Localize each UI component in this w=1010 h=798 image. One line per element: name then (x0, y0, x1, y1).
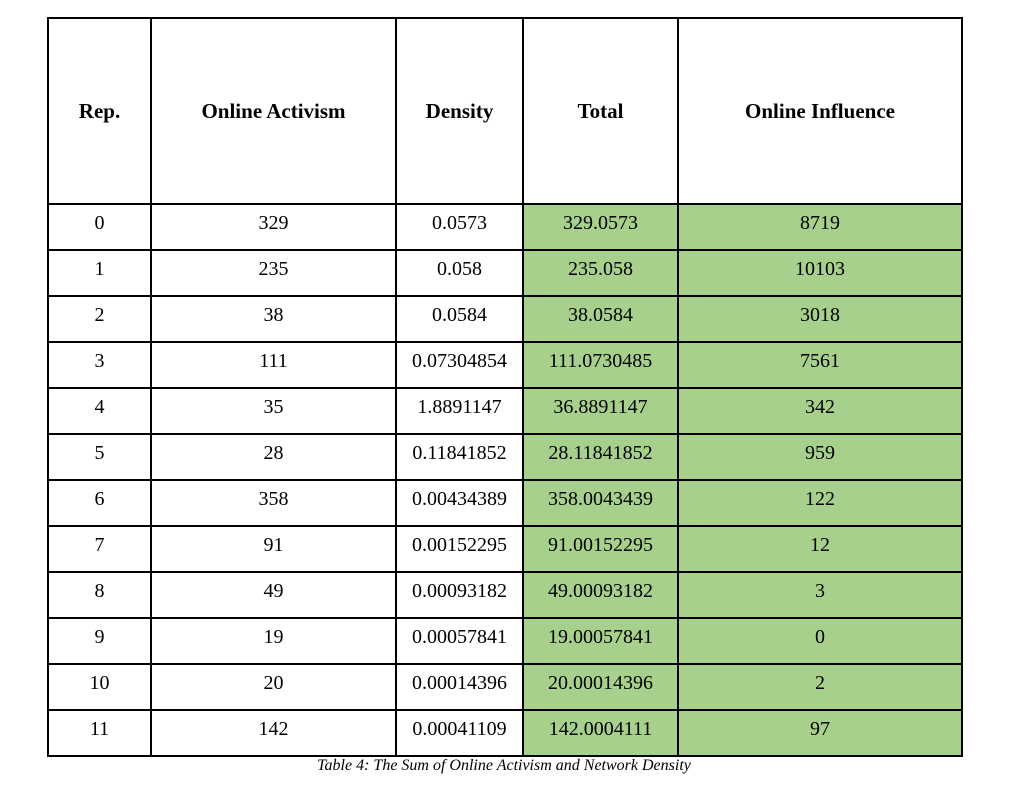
table-cell-density: 0.00014396 (395, 663, 524, 711)
table-cell-online-activism: 142 (150, 709, 397, 757)
column-header-online-activism: Online Activism (150, 17, 397, 205)
table-cell-online-activism: 28 (150, 433, 397, 481)
table-cell-online-influence: 12 (677, 525, 963, 573)
table-cell-rep: 0 (47, 203, 152, 251)
table-cell-online-influence: 8719 (677, 203, 963, 251)
table-row: 2 38 0.0584 38.0584 3018 (47, 295, 963, 343)
table-cell-online-activism: 38 (150, 295, 397, 343)
table-cell-density: 0.00041109 (395, 709, 524, 757)
table-cell-rep: 2 (47, 295, 152, 343)
table-cell-total: 19.00057841 (522, 617, 679, 665)
table-cell-online-activism: 35 (150, 387, 397, 435)
table-cell-total: 358.0043439 (522, 479, 679, 527)
table-cell-rep: 3 (47, 341, 152, 389)
table-row: 3 111 0.07304854 111.0730485 7561 (47, 341, 963, 389)
table-cell-density: 0.11841852 (395, 433, 524, 481)
table-cell-total: 142.0004111 (522, 709, 679, 757)
table-header: Rep. Online Activism Density Total Online In… (47, 17, 963, 205)
table-cell-rep: 4 (47, 387, 152, 435)
table-cell-total: 38.0584 (522, 295, 679, 343)
table-cell-density: 0.0584 (395, 295, 524, 343)
table-cell-online-influence: 10103 (677, 249, 963, 297)
table-row: 10 20 0.00014396 20.00014396 2 (47, 663, 963, 711)
table-cell-density: 0.058 (395, 249, 524, 297)
table-cell-density: 0.07304854 (395, 341, 524, 389)
table-header-row: Rep. Online Activism Density Total Online In… (47, 17, 963, 205)
table-cell-online-activism: 235 (150, 249, 397, 297)
column-header-rep: Rep. (47, 17, 152, 205)
table-cell-online-activism: 20 (150, 663, 397, 711)
table-cell-total: 20.00014396 (522, 663, 679, 711)
table-cell-rep: 11 (47, 709, 152, 757)
table-cell-online-activism: 358 (150, 479, 397, 527)
table-cell-density: 1.8891147 (395, 387, 524, 435)
table-row: 9 19 0.00057841 19.00057841 0 (47, 617, 963, 665)
column-header-density: Density (395, 17, 524, 205)
table-cell-total: 329.0573 (522, 203, 679, 251)
table-cell-density: 0.0573 (395, 203, 524, 251)
table-cell-online-activism: 329 (150, 203, 397, 251)
table-cell-online-activism: 111 (150, 341, 397, 389)
table-cell-online-influence: 7561 (677, 341, 963, 389)
table-row: 6 358 0.00434389 358.0043439 122 (47, 479, 963, 527)
table-cell-online-influence: 342 (677, 387, 963, 435)
table-cell-online-influence: 959 (677, 433, 963, 481)
table-cell-total: 28.11841852 (522, 433, 679, 481)
table-cell-online-activism: 49 (150, 571, 397, 619)
column-header-total: Total (522, 17, 679, 205)
table-cell-rep: 10 (47, 663, 152, 711)
table-cell-online-influence: 97 (677, 709, 963, 757)
table-cell-online-activism: 91 (150, 525, 397, 573)
table-row: 5 28 0.11841852 28.11841852 959 (47, 433, 963, 481)
table-cell-online-influence: 3018 (677, 295, 963, 343)
table-cell-rep: 6 (47, 479, 152, 527)
table-row: 4 35 1.8891147 36.8891147 342 (47, 387, 963, 435)
table-row: 1 235 0.058 235.058 10103 (47, 249, 963, 297)
table-cell-rep: 8 (47, 571, 152, 619)
table-cell-density: 0.00093182 (395, 571, 524, 619)
table-cell-online-influence: 122 (677, 479, 963, 527)
table-cell-density: 0.00152295 (395, 525, 524, 573)
table-cell-total: 36.8891147 (522, 387, 679, 435)
table-cell-rep: 5 (47, 433, 152, 481)
table-row: 11 142 0.00041109 142.0004111 97 (47, 709, 963, 757)
table-cell-online-influence: 3 (677, 571, 963, 619)
column-header-online-influence: Online Influence (677, 17, 963, 205)
table-cell-online-activism: 19 (150, 617, 397, 665)
table-cell-total: 111.0730485 (522, 341, 679, 389)
table-cell-density: 0.00057841 (395, 617, 524, 665)
table-row: 7 91 0.00152295 91.00152295 12 (47, 525, 963, 573)
table-row: 8 49 0.00093182 49.00093182 3 (47, 571, 963, 619)
table-row: 0 329 0.0573 329.0573 8719 (47, 203, 963, 251)
table-body: 0 329 0.0573 329.0573 8719 1 235 0.058 235.058 10… (47, 203, 963, 757)
table-cell-total: 91.00152295 (522, 525, 679, 573)
table-cell-online-influence: 0 (677, 617, 963, 665)
table-cell-total: 49.00093182 (522, 571, 679, 619)
table-caption: Table 4: The Sum of Online Activism and … (317, 757, 691, 774)
table-cell-rep: 7 (47, 525, 152, 573)
data-table: Rep. Online Activism Density Total Online In… (47, 17, 963, 757)
table-cell-rep: 1 (47, 249, 152, 297)
table-cell-total: 235.058 (522, 249, 679, 297)
table-cell-rep: 9 (47, 617, 152, 665)
table-cell-online-influence: 2 (677, 663, 963, 711)
table-cell-density: 0.00434389 (395, 479, 524, 527)
